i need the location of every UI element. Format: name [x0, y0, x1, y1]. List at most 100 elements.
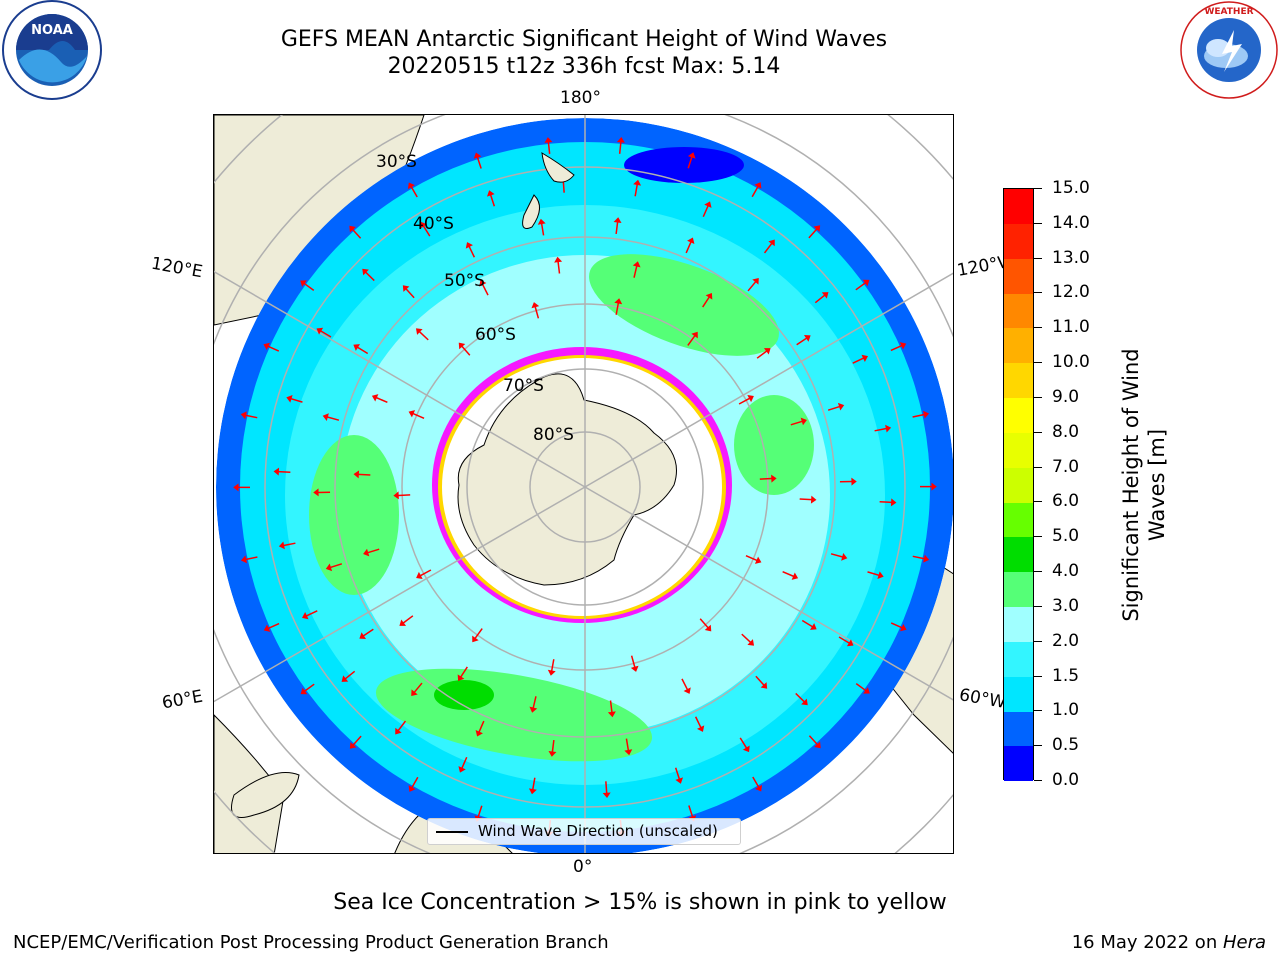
- wave-direction-arrow: [759, 477, 772, 480]
- colorbar-tick-label: 14.0: [1052, 212, 1090, 233]
- wave-band-0.0-0.5: [624, 147, 744, 183]
- wave-direction-arrowhead: [325, 563, 333, 572]
- wave-direction-arrow: [615, 302, 620, 315]
- wave-direction-arrow: [702, 205, 709, 218]
- wave-direction-arrowhead: [810, 495, 817, 504]
- wave-direction-arrow: [489, 194, 496, 207]
- colorbar-segment: [1004, 606, 1033, 642]
- wave-direction-arrowhead: [473, 152, 482, 159]
- wave-direction-arrowhead: [697, 725, 705, 732]
- wave-direction-arrow: [618, 141, 622, 154]
- wave-band-3.0-4.0-west: [309, 435, 399, 595]
- wave-direction-arrowhead: [233, 483, 239, 492]
- wave-direction-arrow: [547, 141, 551, 154]
- wave-direction-arrowhead: [704, 624, 712, 632]
- colorbar-tick-label: 9.0: [1052, 386, 1080, 407]
- wave-direction-arrowhead: [630, 665, 639, 672]
- wave-direction-arrowhead: [862, 279, 870, 287]
- wave-direction-arrowhead: [402, 285, 410, 292]
- national-weather-service-logo: WEATHER: [1178, 0, 1280, 102]
- wave-band-4.0-5.0: [434, 680, 494, 710]
- wave-direction-arrow: [303, 282, 315, 291]
- wave-direction-arrowhead: [687, 237, 695, 244]
- wave-direction-arrow: [267, 622, 280, 630]
- wave-direction-arrow: [867, 571, 880, 577]
- wave-direction-arrowhead: [752, 277, 759, 285]
- wave-direction-arrow: [320, 330, 332, 338]
- wave-direction-arrow: [358, 473, 371, 476]
- wave-direction-arrowhead: [531, 302, 540, 309]
- wave-direction-arrowhead: [602, 792, 611, 799]
- wave-direction-arrowhead: [475, 730, 483, 737]
- colorbar-tick-label: 8.0: [1052, 421, 1080, 442]
- colorbar-tick-label: 11.0: [1052, 317, 1090, 338]
- wave-direction-arrowhead: [537, 218, 546, 225]
- wave-direction-arrow: [412, 412, 425, 419]
- wave-direction-arrowhead: [755, 784, 763, 792]
- wave-direction-arrowhead: [803, 335, 811, 342]
- wave-direction-arrowhead: [554, 256, 563, 263]
- wave-direction-arrowhead: [923, 410, 930, 419]
- wave-direction-arrowhead: [763, 348, 771, 355]
- wave-direction-arrowhead: [813, 225, 821, 232]
- wave-direction-arrowhead: [349, 742, 357, 749]
- colorbar-tick: [1034, 396, 1042, 398]
- wave-direction-arrow: [838, 636, 850, 644]
- colorbar-tick: [1034, 327, 1042, 329]
- wave-direction-arrowhead: [632, 261, 641, 268]
- wave-direction-arrowhead: [301, 612, 309, 620]
- wave-direction-arrow: [405, 288, 415, 299]
- wave-direction-arrowhead: [809, 623, 817, 630]
- wave-direction-arrow: [890, 622, 903, 629]
- colorbar-segment: [1004, 189, 1033, 224]
- wave-direction-arrow: [562, 180, 565, 193]
- colorbar-segment: [1004, 258, 1033, 294]
- wave-direction-arrowhead: [341, 675, 349, 682]
- wave-direction-arrow: [267, 345, 280, 352]
- wave-direction-arrow: [245, 414, 258, 419]
- wave-direction-arrow: [376, 396, 388, 404]
- wave-direction-arrow: [290, 397, 303, 403]
- wave-direction-arrowhead: [479, 280, 487, 287]
- wave-direction-arrow: [795, 692, 805, 703]
- legend-line-icon: [436, 831, 468, 833]
- wave-direction-arrow: [478, 720, 485, 733]
- wave-direction-arrow: [687, 335, 696, 346]
- wave-direction-arrow: [738, 397, 750, 405]
- wave-direction-arrowhead: [899, 342, 907, 350]
- colorbar-tick: [1034, 431, 1042, 433]
- wave-direction-arrow: [790, 420, 803, 426]
- wave-direction-arrowhead: [273, 467, 280, 476]
- map-title: GEFS MEAN Antarctic Significant Height o…: [280, 27, 888, 52]
- wave-direction-arrow: [550, 659, 555, 672]
- wave-direction-arrowhead: [411, 689, 418, 697]
- wave-direction-arrow: [540, 223, 545, 236]
- wave-direction-arrowhead: [791, 572, 799, 580]
- lat-label-50s: 50°S: [444, 271, 485, 291]
- wave-direction-arrow: [477, 805, 483, 818]
- wave-direction-arrowhead: [322, 413, 329, 422]
- lon-label-60w: 60°W: [957, 685, 1008, 713]
- footer-host: Hera: [1222, 932, 1266, 953]
- lon-label-180: 180°: [560, 88, 601, 108]
- wave-direction-arrowhead: [821, 292, 829, 299]
- wave-direction-arrow: [283, 542, 296, 547]
- wave-direction-arrow: [687, 156, 693, 169]
- footer-date: 16 May 2022 on Hera: [1072, 932, 1266, 953]
- wave-direction-arrowhead: [607, 711, 616, 718]
- wave-direction-arrow: [633, 265, 638, 278]
- wave-direction-arrowhead: [393, 491, 399, 500]
- wave-direction-arrowhead: [458, 766, 466, 773]
- wave-direction-arrow: [605, 781, 608, 794]
- wave-direction-arrow: [278, 470, 291, 473]
- colorbar-segment: [1004, 328, 1033, 364]
- wave-direction-arrow: [747, 281, 757, 292]
- wave-direction-arrowhead: [771, 474, 777, 483]
- lon-label-120e: 120°E: [149, 253, 205, 283]
- wave-direction-arrowhead: [457, 674, 465, 682]
- wave-direction-arrowhead: [395, 727, 402, 735]
- colorbar-segment: [1004, 397, 1033, 433]
- wave-direction-arrowhead: [415, 328, 423, 335]
- wave-direction-arrowhead: [353, 470, 360, 479]
- wave-direction-arrowhead: [754, 556, 762, 564]
